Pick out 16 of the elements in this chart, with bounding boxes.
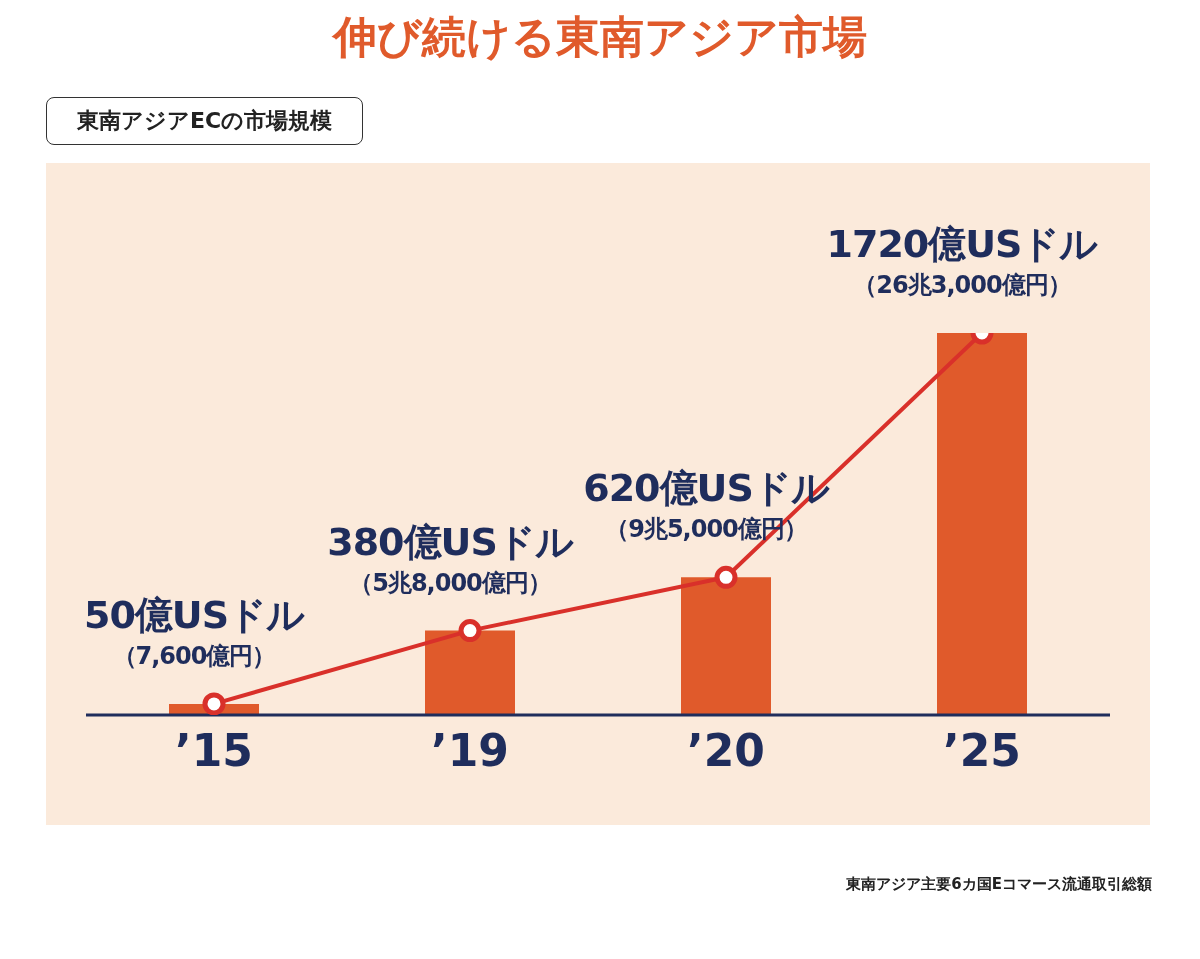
x-tick-label: ’25 — [943, 725, 1021, 777]
bar — [681, 577, 771, 715]
bar — [425, 630, 515, 715]
point — [202, 692, 226, 715]
chart-title: 伸び続ける東南アジア市場 — [331, 10, 868, 64]
point — [714, 565, 738, 589]
point — [458, 619, 482, 643]
data-label: 1720億USドル（26兆3,000億円） — [826, 222, 1099, 299]
bar — [937, 333, 1027, 715]
data-label: 380億USドル（5兆8,000億円） — [327, 519, 574, 597]
data-label: 50億USドル（7,600億円） — [83, 592, 306, 670]
x-tick-label: ’19 — [431, 725, 509, 777]
text: 東南アジア主要6カ国Eコマース流通取引総額 — [845, 875, 1152, 894]
x-tick-label: ’20 — [687, 725, 765, 777]
chart-subtitle: 東南アジアECの市場規模 — [46, 97, 364, 145]
x-tick-label: ’15 — [175, 725, 253, 777]
